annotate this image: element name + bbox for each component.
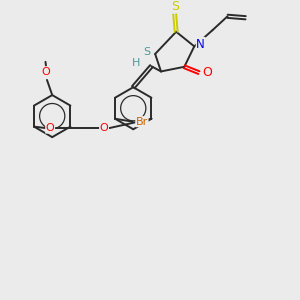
Text: O: O <box>42 67 50 77</box>
Text: S: S <box>143 47 151 58</box>
Text: O: O <box>46 123 54 133</box>
Text: O: O <box>202 66 212 79</box>
Text: H: H <box>132 58 140 68</box>
Text: Br: Br <box>136 117 148 127</box>
Text: N: N <box>196 38 205 50</box>
Text: O: O <box>100 123 108 133</box>
Text: S: S <box>171 0 179 13</box>
